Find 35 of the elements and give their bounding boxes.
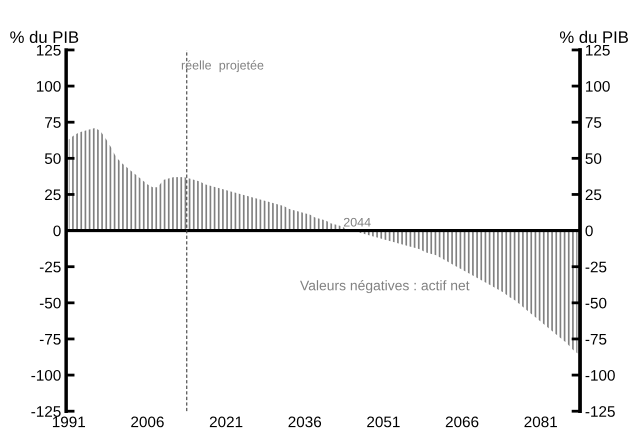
x-tick-label: 2006 <box>131 416 164 428</box>
annotation: Valeurs négatives : actif net <box>300 280 470 294</box>
y2-tick-label: -50 <box>586 298 606 309</box>
y-tick-label: 75 <box>45 117 61 128</box>
x-tick-label: 2066 <box>446 416 478 428</box>
annotation: réelle <box>182 60 212 70</box>
y2-tick-label: 75 <box>586 117 602 128</box>
y2-tick-label: -125 <box>586 406 615 417</box>
x-tick-label: 2051 <box>367 416 400 428</box>
y2-tick-label: 100 <box>586 80 610 92</box>
y-axis-title: % du PIB <box>10 30 78 44</box>
y-tick-label: 100 <box>36 80 61 92</box>
y2-tick-label: -75 <box>586 334 606 345</box>
y-tick-label: -75 <box>40 334 61 345</box>
y2-tick-label: 125 <box>586 44 610 56</box>
y-tick-label: 125 <box>36 44 61 56</box>
y-tick-label: -25 <box>40 262 61 272</box>
y2-tick-label: 50 <box>586 153 602 164</box>
annotation: 2044 <box>344 218 371 227</box>
y-tick-label: -50 <box>40 298 61 309</box>
y-tick-label: -100 <box>31 370 61 381</box>
y2-tick-label: 0 <box>585 225 593 236</box>
x-tick-label: 2081 <box>524 416 557 428</box>
y-tick-label: 25 <box>45 189 61 200</box>
y-tick-label: 50 <box>44 153 61 164</box>
y2-tick-label: -25 <box>586 262 606 272</box>
annotation: projetée <box>220 60 264 72</box>
y2-tick-label: -100 <box>586 370 615 381</box>
y2-tick-label: 25 <box>586 189 602 200</box>
y2-axis-title: % du PIB <box>560 30 628 44</box>
y-tick-label: 0 <box>53 225 61 236</box>
x-tick-label: 1991 <box>52 416 86 428</box>
y-tick-label: -125 <box>31 406 61 417</box>
x-tick-label: 2021 <box>210 416 242 428</box>
x-tick-label: 2036 <box>288 416 322 428</box>
